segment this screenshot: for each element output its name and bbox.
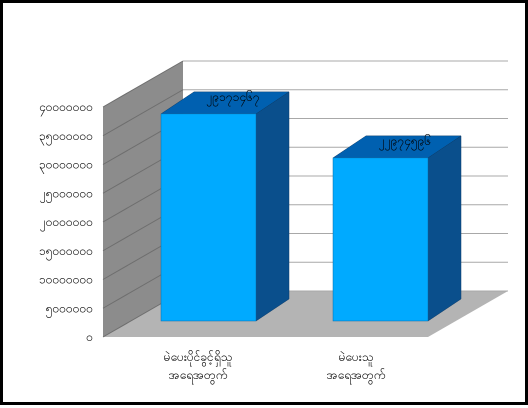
x-category-label: အရေအတွက် [327,367,386,385]
y-tick-label: ၁၅၀၀၀၀၀၀ [39,244,93,261]
wall-gridline [102,60,184,108]
x-category-label: မဲပေးပိုင်ခွင့်ရှိသူ [164,349,233,367]
wall-gridline [102,89,184,137]
bar-side [427,135,462,322]
y-tick-label: ၃၅၀၀၀၀၀၀ [39,129,93,146]
bar-front [160,113,257,322]
data-label: ၂၂၉၇၄၅၉၆ [379,133,431,151]
y-tick-label: ၂၀၀၀၀၀၀၀ [40,215,93,232]
bar [332,135,462,322]
bar-chart-3d: ၀ ၅၀၀၀၀၀၀ ၁၀၀၀၀၀၀၀ ၁၅၀၀၀၀၀၀ ၂၀၀၀၀၀၀၀ ၂၅၀၀၀၀၀၀… [39,60,508,385]
x-category-label: မဲပေးသူ [339,349,374,367]
bar-front [332,157,429,322]
x-category-label: အရေအတွက် [169,367,228,385]
y-tick-label: ၀ [86,330,93,344]
bar-side [255,91,290,322]
bar [160,91,290,322]
y-tick-label: ၁၀၀၀၀၀၀၀ [39,273,93,287]
y-tick-label: ၅၀၀၀၀၀၀ [46,301,93,318]
y-tick-label: ၃၀၀၀၀၀၀၀ [39,158,93,175]
data-label: ၂၉၁၇၁၄၆၇ [206,89,259,107]
y-tick-label: ၄၀၀၀၀၀၀၀ [39,100,93,117]
y-tick-label: ၂၅၀၀၀၀၀၀ [40,186,93,203]
